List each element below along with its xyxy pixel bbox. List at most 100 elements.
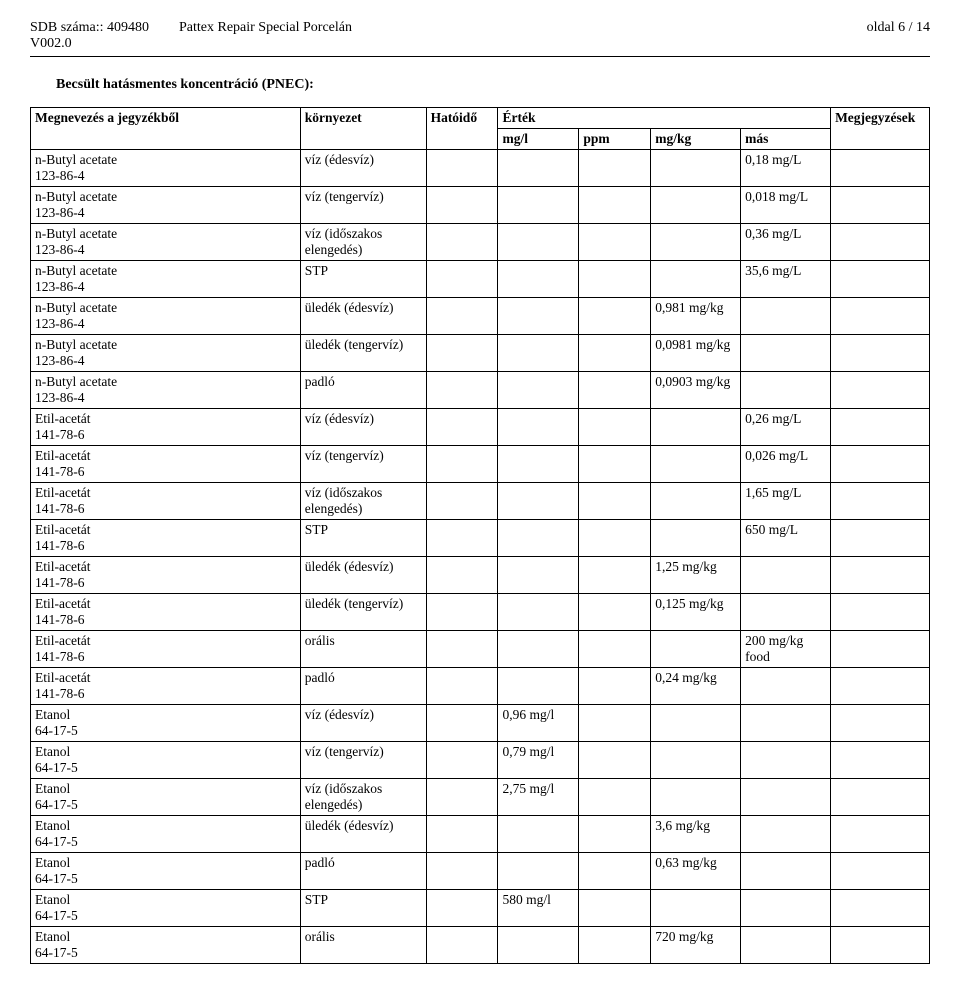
cell-mgkg xyxy=(651,742,741,779)
cell-notes xyxy=(831,594,930,631)
cell-ppm xyxy=(579,446,651,483)
cell-mgkg: 0,0903 mg/kg xyxy=(651,372,741,409)
cell-mgl xyxy=(498,853,579,890)
cell-env: STP xyxy=(300,890,426,927)
cell-mgl: 2,75 mg/l xyxy=(498,779,579,816)
cell-mgkg: 720 mg/kg xyxy=(651,927,741,964)
cell-name: n-Butyl acetate123-86-4 xyxy=(31,261,301,298)
table-row: n-Butyl acetate123-86-4üledék (tengervíz… xyxy=(31,335,930,372)
cell-mas: 35,6 mg/L xyxy=(741,261,831,298)
cell-mgl xyxy=(498,409,579,446)
cell-notes xyxy=(831,187,930,224)
cell-mgkg: 0,125 mg/kg xyxy=(651,594,741,631)
cell-notes xyxy=(831,816,930,853)
cell-mgl xyxy=(498,483,579,520)
cell-hat xyxy=(426,742,498,779)
cell-mgl: 0,79 mg/l xyxy=(498,742,579,779)
cell-notes xyxy=(831,520,930,557)
cell-name: Etil-acetát141-78-6 xyxy=(31,631,301,668)
cell-ppm xyxy=(579,520,651,557)
cell-hat xyxy=(426,631,498,668)
cell-env: üledék (édesvíz) xyxy=(300,298,426,335)
cell-ppm xyxy=(579,409,651,446)
cell-name: n-Butyl acetate123-86-4 xyxy=(31,335,301,372)
cell-mgl xyxy=(498,594,579,631)
cell-hat xyxy=(426,779,498,816)
cell-env: víz (időszakos elengedés) xyxy=(300,483,426,520)
table-row: Etil-acetát141-78-6víz (tengervíz)0,026 … xyxy=(31,446,930,483)
cell-env: víz (tengervíz) xyxy=(300,187,426,224)
table-row: Etil-acetát141-78-6víz (időszakos elenge… xyxy=(31,483,930,520)
table-row: Etanol64-17-5orális720 mg/kg xyxy=(31,927,930,964)
cell-hat xyxy=(426,150,498,187)
cell-hat xyxy=(426,224,498,261)
cell-hat xyxy=(426,890,498,927)
cell-mgkg xyxy=(651,224,741,261)
table-row: Etanol64-17-5víz (tengervíz)0,79 mg/l xyxy=(31,742,930,779)
cell-name: n-Butyl acetate123-86-4 xyxy=(31,150,301,187)
table-row: Etil-acetát141-78-6orális 200 mg/kg food xyxy=(31,631,930,668)
cell-mas: 200 mg/kg food xyxy=(741,631,831,668)
cell-hat xyxy=(426,557,498,594)
header-center: Pattex Repair Special Porcelán xyxy=(149,20,867,36)
cell-mgl xyxy=(498,816,579,853)
cell-ppm xyxy=(579,335,651,372)
cell-mgl xyxy=(498,631,579,668)
cell-mgl xyxy=(498,557,579,594)
pnec-table: Megnevezés a jegyzékből környezet Hatóid… xyxy=(30,107,930,964)
cell-name: Etanol64-17-5 xyxy=(31,705,301,742)
cell-ppm xyxy=(579,927,651,964)
table-row: Etanol64-17-5víz (édesvíz)0,96 mg/l xyxy=(31,705,930,742)
cell-mgkg xyxy=(651,779,741,816)
cell-mgkg xyxy=(651,631,741,668)
cell-hat xyxy=(426,446,498,483)
cell-mgkg xyxy=(651,483,741,520)
cell-ppm xyxy=(579,779,651,816)
header-left: SDB száma:: 409480 V002.0 xyxy=(30,20,149,52)
cell-mgkg: 0,24 mg/kg xyxy=(651,668,741,705)
cell-ppm xyxy=(579,853,651,890)
cell-mas xyxy=(741,816,831,853)
cell-ppm xyxy=(579,816,651,853)
cell-mgl: 580 mg/l xyxy=(498,890,579,927)
header-right: oldal 6 / 14 xyxy=(867,20,930,36)
table-row: n-Butyl acetate123-86-4víz (édesvíz)0,18… xyxy=(31,150,930,187)
cell-mgl xyxy=(498,261,579,298)
cell-ppm xyxy=(579,261,651,298)
cell-notes xyxy=(831,705,930,742)
page-header: SDB száma:: 409480 V002.0 Pattex Repair … xyxy=(30,20,930,52)
cell-name: Etil-acetát141-78-6 xyxy=(31,594,301,631)
cell-ppm xyxy=(579,631,651,668)
cell-mgkg: 0,63 mg/kg xyxy=(651,853,741,890)
cell-mgl xyxy=(498,668,579,705)
col-env-header: környezet xyxy=(300,108,426,150)
table-row: Etil-acetát141-78-6üledék (tengervíz)0,1… xyxy=(31,594,930,631)
cell-env: orális xyxy=(300,631,426,668)
cell-env: víz (időszakos elengedés) xyxy=(300,779,426,816)
cell-env: víz (édesvíz) xyxy=(300,150,426,187)
cell-notes xyxy=(831,261,930,298)
cell-name: Etanol64-17-5 xyxy=(31,853,301,890)
cell-mgkg xyxy=(651,890,741,927)
cell-name: Etil-acetát141-78-6 xyxy=(31,668,301,705)
table-row: Etil-acetát141-78-6víz (édesvíz)0,26 mg/… xyxy=(31,409,930,446)
cell-ppm xyxy=(579,594,651,631)
cell-env: víz (édesvíz) xyxy=(300,705,426,742)
cell-ppm xyxy=(579,668,651,705)
cell-mgl xyxy=(498,224,579,261)
cell-mas xyxy=(741,705,831,742)
cell-mgl xyxy=(498,520,579,557)
cell-mas xyxy=(741,557,831,594)
sdb-number: SDB száma:: 409480 xyxy=(30,20,149,36)
cell-hat xyxy=(426,298,498,335)
cell-mgl xyxy=(498,446,579,483)
cell-mgkg xyxy=(651,705,741,742)
cell-name: n-Butyl acetate123-86-4 xyxy=(31,187,301,224)
cell-name: n-Butyl acetate123-86-4 xyxy=(31,298,301,335)
cell-mas: 650 mg/L xyxy=(741,520,831,557)
cell-name: n-Butyl acetate123-86-4 xyxy=(31,372,301,409)
table-row: Etanol64-17-5padló0,63 mg/kg xyxy=(31,853,930,890)
cell-env: üledék (édesvíz) xyxy=(300,557,426,594)
cell-ppm xyxy=(579,483,651,520)
header-divider xyxy=(30,56,930,57)
